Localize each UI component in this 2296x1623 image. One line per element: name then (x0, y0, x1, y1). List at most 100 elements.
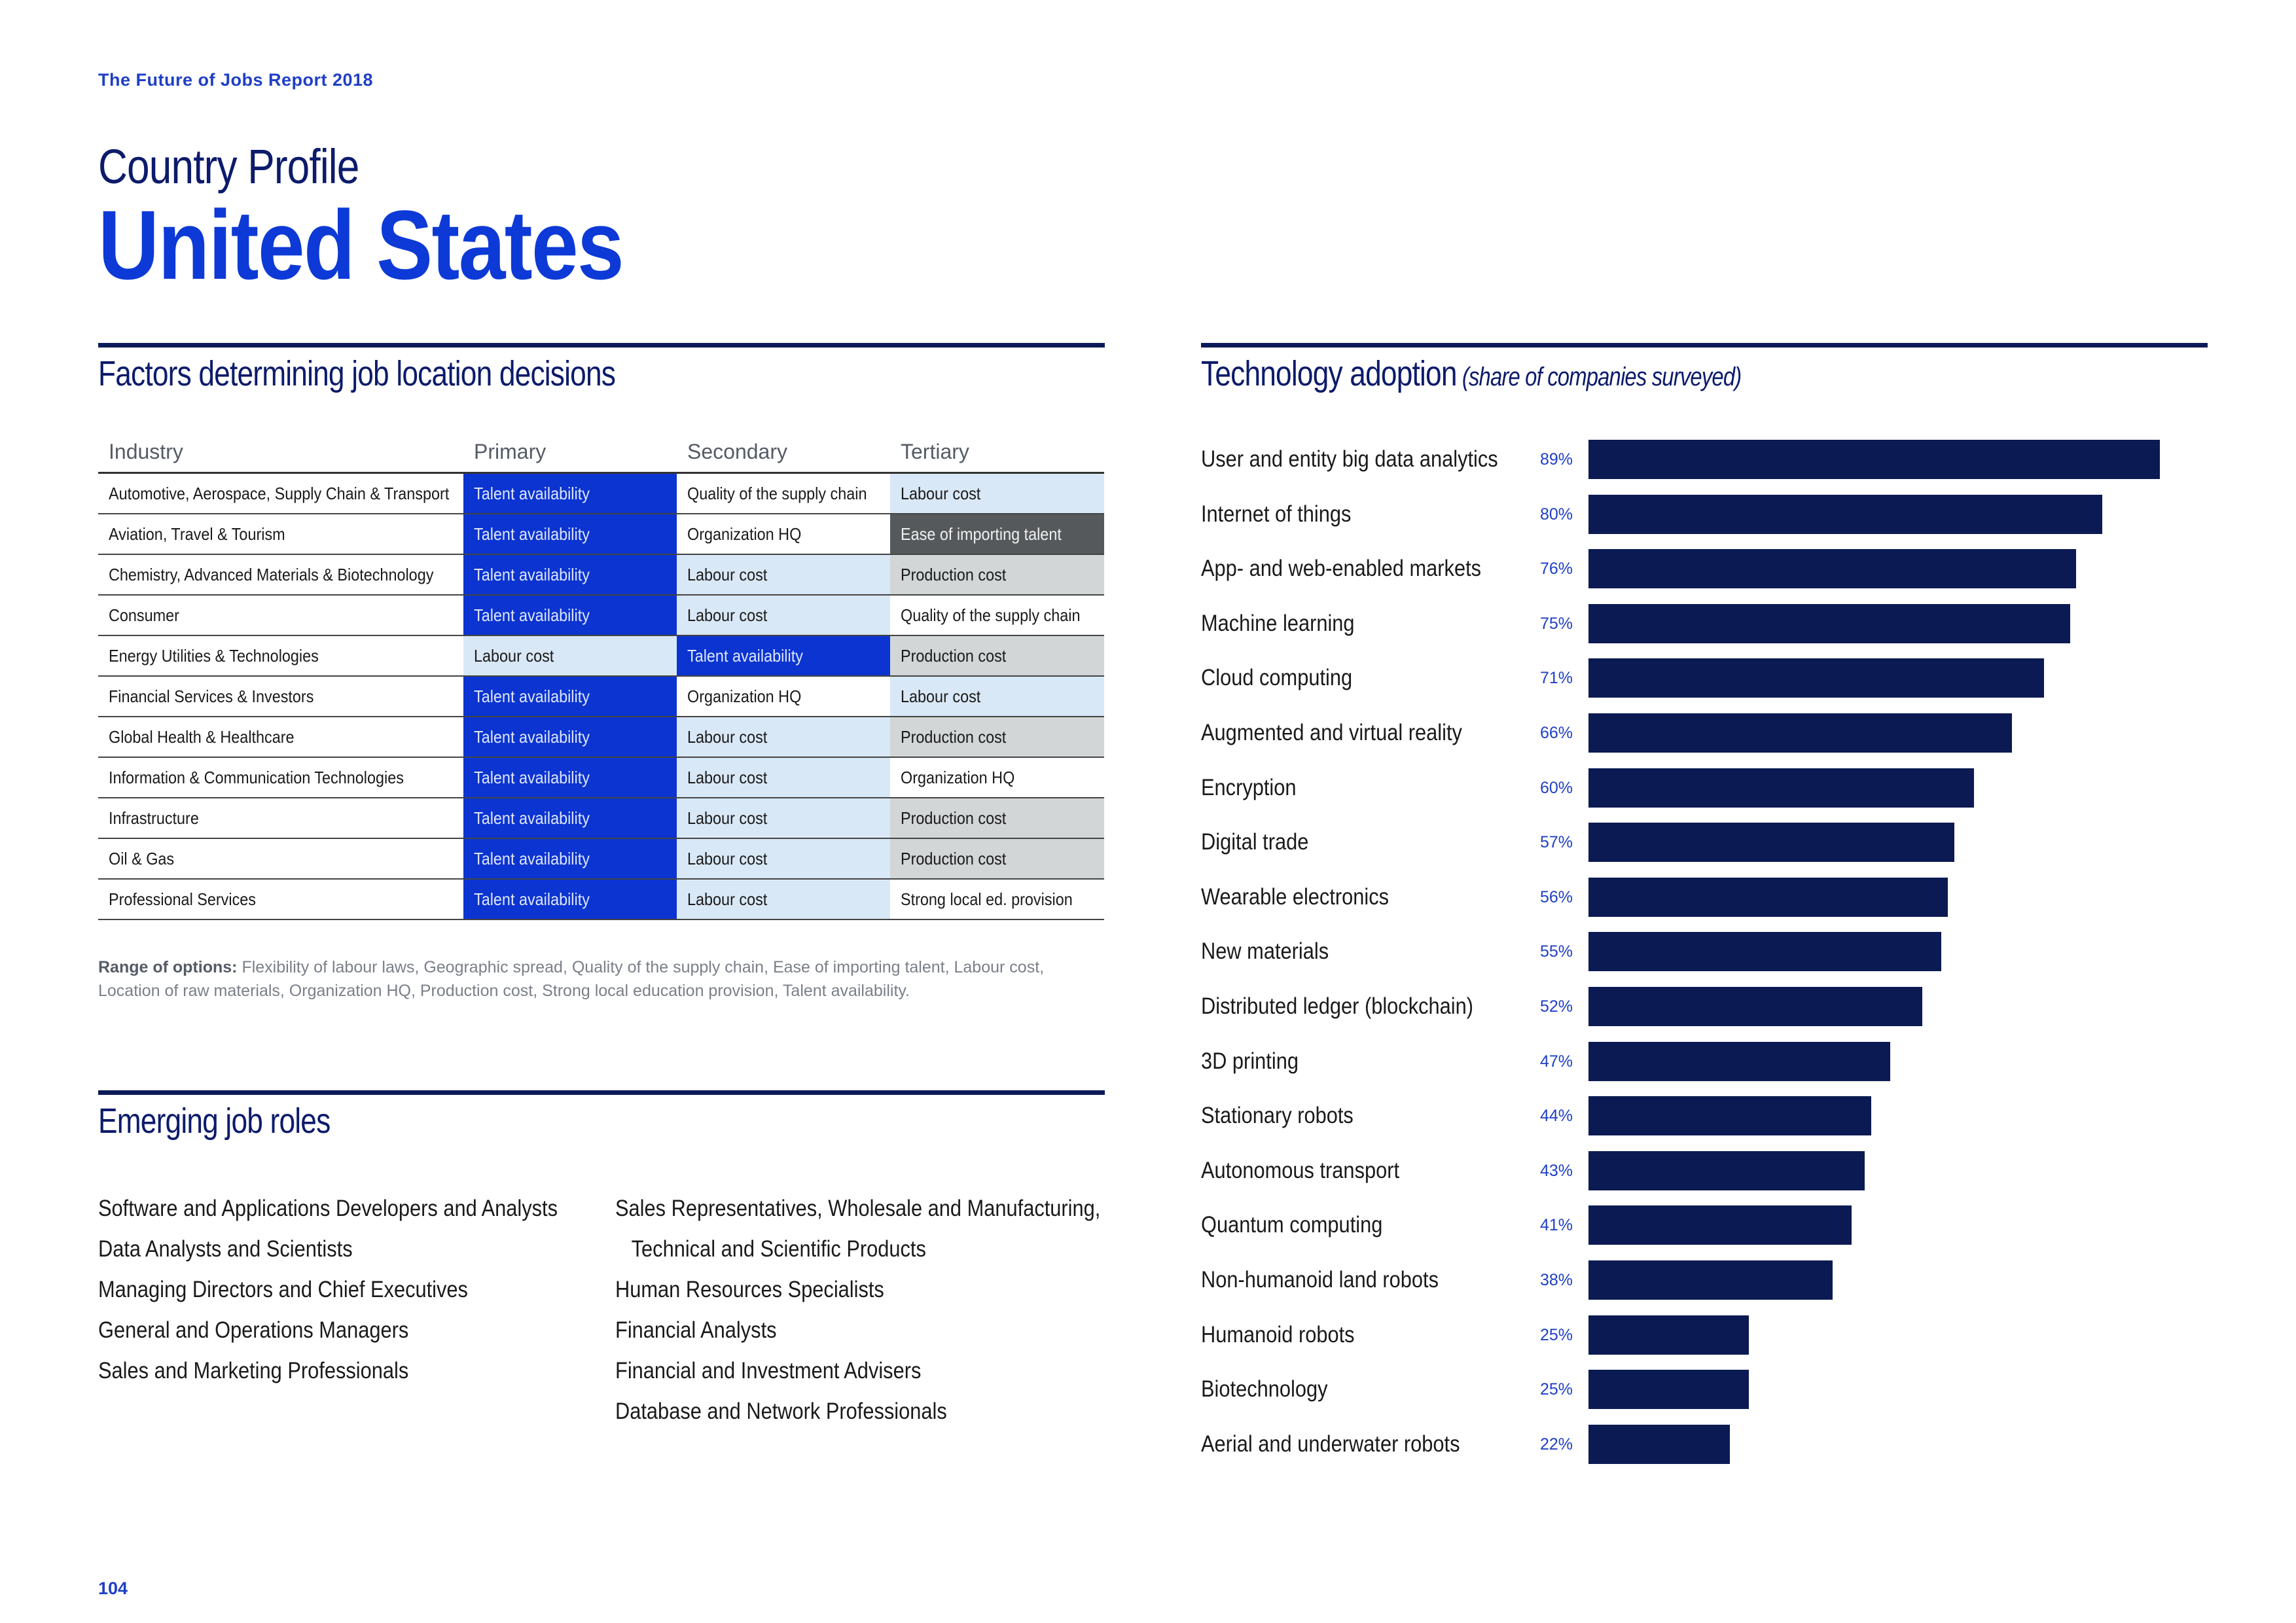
cell-text: Talent availability (474, 564, 590, 584)
job-role-item: Human Resources Specialists (615, 1277, 884, 1302)
table-row: Infrastructure Talent availability Labour … (98, 798, 1104, 839)
data-label: 41% (1540, 1216, 1573, 1235)
cell-text: Production cost (901, 808, 1007, 828)
tertiary-factor-cell: Production cost (890, 838, 1104, 880)
chart-row: Augmented and virtual reality 66% (1201, 713, 2209, 753)
job-role-item: Financial and Investment Advisers (615, 1358, 922, 1383)
chart-row: Autonomous transport 43% (1201, 1150, 2209, 1190)
primary-factor-cell: Talent availability (463, 554, 677, 596)
industry-cell: Information & Communication Technologies (98, 757, 463, 798)
roles-rule (98, 1090, 1105, 1095)
category-label: App- and web-enabled markets (1201, 556, 1482, 582)
cell-text: Quality of the supply chain (687, 483, 867, 503)
industry-cell: Global Health & Healthcare (98, 717, 463, 758)
data-label: 89% (1540, 450, 1573, 469)
cell-text: Organization HQ (687, 524, 802, 544)
chart-row: New materials 55% (1201, 932, 2209, 972)
primary-factor-cell: Talent availability (463, 757, 677, 798)
cell-text: Energy Utilities & Technologies (109, 645, 319, 666)
range-of-options-note: Range of options: Flexibility of labour … (98, 955, 1106, 1003)
profile-label: Country Profile (98, 139, 359, 194)
job-role-item: Managing Directors and Chief Executives (98, 1277, 468, 1302)
cell-text: Talent availability (474, 889, 590, 909)
bar (1588, 987, 1923, 1026)
chart-row: Encryption 60% (1201, 768, 2209, 808)
category-label: User and entity big data analytics (1201, 446, 1498, 472)
cell-text: Aviation, Travel & Tourism (109, 524, 285, 544)
bar (1588, 658, 2045, 698)
data-label: 55% (1540, 942, 1573, 961)
chart-row: Humanoid robots 25% (1201, 1315, 2209, 1355)
tertiary-factor-cell: Labour cost (890, 676, 1104, 717)
data-label: 52% (1540, 997, 1573, 1016)
factors-title: Factors determining job location decisio… (98, 354, 616, 393)
cell-text: Financial Services & Investors (109, 686, 314, 706)
table-body: Automotive, Aerospace, Supply Chain & Tr… (98, 473, 1104, 920)
industry-cell: Professional Services (98, 879, 463, 920)
secondary-factor-cell: Labour cost (677, 798, 890, 839)
industry-cell: Energy Utilities & Technologies (98, 635, 463, 677)
cell-text: Chemistry, Advanced Materials & Biotechn… (109, 564, 434, 584)
page-number: 104 (98, 1578, 128, 1598)
table-row: Financial Services & Investors Talent ava… (98, 676, 1104, 717)
secondary-factor-cell: Labour cost (677, 879, 890, 920)
secondary-factor-cell: Labour cost (677, 595, 890, 636)
chart-row: Machine learning 75% (1201, 603, 2209, 643)
tertiary-factor-cell: Quality of the supply chain (890, 595, 1104, 636)
industry-cell: Oil & Gas (98, 838, 463, 880)
country-name: United States (98, 190, 624, 300)
chart-row: Stationary robots 44% (1201, 1096, 2209, 1136)
factors-rule (98, 343, 1105, 348)
category-label: Digital trade (1201, 829, 1309, 855)
chart-row: Wearable electronics 56% (1201, 877, 2209, 917)
primary-factor-cell: Talent availability (463, 717, 677, 758)
category-label: Aerial and underwater robots (1201, 1431, 1460, 1457)
column-header: Industry (98, 440, 463, 474)
category-label: Augmented and virtual reality (1201, 720, 1462, 745)
chart-row: Biotechnology 25% (1201, 1370, 2209, 1410)
cell-text: Production cost (901, 645, 1007, 666)
table-header-row: Industry Primary Secondary Tertiary (98, 440, 1104, 474)
cell-text: Talent availability (474, 767, 590, 787)
chart-row: Internet of things 80% (1201, 494, 2209, 534)
data-label: 60% (1540, 778, 1573, 797)
job-role-item: General and Operations Managers (98, 1317, 409, 1343)
table-row: Aviation, Travel & Tourism Talent availab… (98, 514, 1104, 555)
cell-text: Talent availability (687, 645, 803, 666)
category-label: Cloud computing (1201, 665, 1353, 691)
cell-text: Labour cost (687, 605, 768, 625)
bar (1588, 713, 2013, 753)
data-label: 57% (1540, 833, 1573, 852)
cell-text: Labour cost (687, 808, 768, 828)
table-row: Energy Utilities & Technologies Labour co… (98, 635, 1104, 677)
tertiary-factor-cell: Strong local ed. provision (890, 879, 1104, 920)
tech-rule (1201, 343, 2208, 348)
primary-factor-cell: Talent availability (463, 514, 677, 555)
cell-text: Organization HQ (901, 767, 1015, 787)
category-label: Wearable electronics (1201, 883, 1390, 910)
bar (1588, 1370, 1749, 1410)
cell-text: Labour cost (687, 767, 768, 787)
category-label: Distributed ledger (blockchain) (1201, 993, 1474, 1019)
cell-text: Strong local ed. provision (901, 889, 1073, 909)
data-label: 80% (1540, 505, 1573, 524)
tertiary-factor-cell: Labour cost (890, 473, 1104, 514)
tech-title-text: Technology adoption (1201, 354, 1457, 393)
cell-text: Talent availability (474, 483, 590, 503)
tertiary-factor-cell: Organization HQ (890, 757, 1104, 798)
chart-row: User and entity big data analytics 89% (1201, 440, 2209, 479)
data-label: 25% (1540, 1325, 1573, 1344)
bar (1588, 549, 2077, 589)
job-role-item: Data Analysts and Scientists (98, 1236, 353, 1262)
secondary-factor-cell: Talent availability (677, 635, 890, 677)
category-label: Non-humanoid land robots (1201, 1267, 1439, 1293)
category-label: Stationary robots (1201, 1103, 1354, 1129)
secondary-factor-cell: Labour cost (677, 838, 890, 880)
data-label: 25% (1540, 1380, 1573, 1399)
primary-factor-cell: Talent availability (463, 798, 677, 839)
cell-text: Talent availability (474, 524, 590, 544)
tertiary-factor-cell: Production cost (890, 798, 1104, 839)
secondary-factor-cell: Labour cost (677, 717, 890, 758)
cell-text: Labour cost (474, 645, 554, 666)
cell-text: Labour cost (687, 848, 768, 868)
